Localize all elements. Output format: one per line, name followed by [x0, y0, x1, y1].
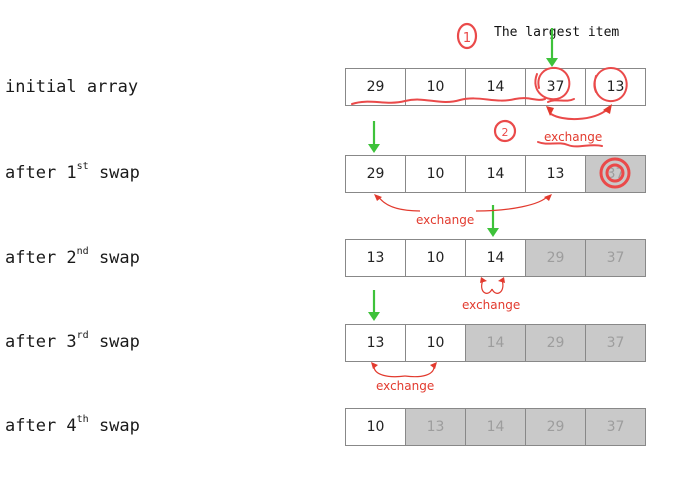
array-cell: 29 [345, 68, 406, 106]
array-cell-sorted: 14 [465, 408, 526, 446]
pointer-arrow-row2 [487, 205, 499, 237]
row-label-text: after 1 [5, 163, 77, 183]
array-cell: 29 [345, 155, 406, 193]
array-cell: 14 [465, 68, 526, 106]
marker-1-text: 1 [463, 31, 471, 46]
exchange-curve-1 [550, 108, 609, 120]
row-label-swap-3: after 3rd swap [5, 330, 140, 352]
array-row-swap-2: 13 10 14 29 37 [345, 239, 646, 277]
array-row-initial: 29 10 14 37 13 [345, 68, 646, 106]
array-cell-sorted: 13 [405, 408, 466, 446]
exchange-note-3: exchange [462, 298, 521, 312]
arrowhead [544, 194, 552, 201]
array-cell: 13 [585, 68, 646, 106]
row-label-tail: swap [88, 163, 140, 183]
array-cell: 10 [405, 324, 466, 362]
arrowhead [546, 106, 554, 116]
exchange-curve-3 [481, 279, 504, 294]
marker-2-icon: 2 [493, 119, 517, 143]
exchange-note-2: exchange [416, 213, 475, 227]
array-cell-sorted: 29 [525, 239, 586, 277]
ordinal-suffix: st [76, 161, 89, 173]
row-label-text: initial array [5, 77, 139, 97]
array-cell: 14 [465, 155, 526, 193]
array-cell: 13 [525, 155, 586, 193]
array-row-swap-4: 10 13 14 29 37 [345, 408, 646, 446]
array-cell: 10 [405, 155, 466, 193]
array-cell: 13 [345, 239, 406, 277]
array-cell: 10 [405, 239, 466, 277]
pointer-arrow-row3 [368, 290, 380, 321]
row-label-swap-2: after 2nd swap [5, 246, 140, 268]
row-label-text: after 4 [5, 416, 77, 436]
arrowhead [371, 362, 378, 369]
array-cell-sorted: 37 [585, 155, 646, 193]
row-label-tail: swap [88, 416, 140, 436]
array-cell-sorted: 37 [585, 408, 646, 446]
exchange-curve-4 [373, 363, 435, 378]
array-cell-sorted: 29 [525, 408, 586, 446]
array-cell: 10 [345, 408, 406, 446]
array-row-swap-3: 13 10 14 29 37 [345, 324, 646, 362]
marker-1-icon: 1 [456, 22, 478, 50]
array-cell: 13 [345, 324, 406, 362]
pointer-arrow-row1 [368, 121, 380, 153]
row-label-text: after 2 [5, 248, 77, 268]
arrowhead [498, 277, 505, 283]
ordinal-suffix: th [76, 414, 89, 426]
exchange-note-4: exchange [376, 379, 435, 393]
row-label-swap-1: after 1st swap [5, 161, 140, 183]
array-cell: 10 [405, 68, 466, 106]
row-label-swap-4: after 4th swap [5, 414, 140, 436]
ordinal-suffix: nd [76, 246, 89, 258]
row-label-tail: swap [88, 332, 140, 352]
array-cell: 37 [525, 68, 586, 106]
arrowhead [480, 277, 487, 283]
largest-item-caption: The largest item [494, 25, 620, 40]
row-label-text: after 3 [5, 332, 77, 352]
array-cell-sorted: 37 [585, 324, 646, 362]
exchange-curve-2 [377, 195, 549, 212]
exchange-note-1: exchange [544, 130, 603, 144]
arrowhead [430, 362, 437, 369]
array-cell-sorted: 14 [465, 324, 526, 362]
arrowhead [374, 194, 382, 201]
row-label-initial: initial array [5, 77, 138, 97]
ordinal-suffix: rd [76, 330, 89, 342]
array-cell-sorted: 37 [585, 239, 646, 277]
array-cell: 14 [465, 239, 526, 277]
array-row-swap-1: 29 10 14 13 37 [345, 155, 646, 193]
array-cell-sorted: 29 [525, 324, 586, 362]
row-label-tail: swap [88, 248, 140, 268]
marker-2-text: 2 [502, 126, 509, 139]
